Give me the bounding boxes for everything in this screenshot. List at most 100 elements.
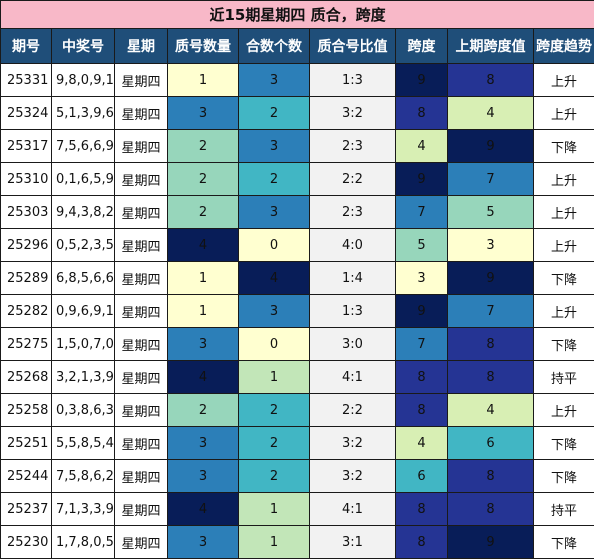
cell-prime-count: 3 <box>168 460 239 493</box>
cell-weekday: 星期四 <box>115 361 168 394</box>
cell-composite-count: 3 <box>239 295 310 328</box>
header-issue: 期号 <box>1 29 52 64</box>
cell-issue: 25230 <box>1 526 52 559</box>
cell-weekday: 星期四 <box>115 394 168 427</box>
cell-prime-count: 2 <box>168 196 239 229</box>
cell-composite-count: 2 <box>239 460 310 493</box>
cell-prev-span: 7 <box>448 163 534 196</box>
cell-span: 8 <box>396 394 448 427</box>
cell-weekday: 星期四 <box>115 229 168 262</box>
cell-numbers: 7,5,8,6,2 <box>52 460 115 493</box>
cell-trend: 下降 <box>534 328 594 361</box>
cell-ratio: 1:3 <box>310 64 396 97</box>
cell-prev-span: 8 <box>448 460 534 493</box>
cell-span: 8 <box>396 361 448 394</box>
cell-numbers: 0,3,8,6,3 <box>52 394 115 427</box>
cell-composite-count: 3 <box>239 196 310 229</box>
cell-prev-span: 8 <box>448 64 534 97</box>
header-composite-count: 合数个数 <box>239 29 310 64</box>
cell-prev-span: 4 <box>448 394 534 427</box>
cell-span: 9 <box>396 163 448 196</box>
cell-weekday: 星期四 <box>115 460 168 493</box>
cell-prev-span: 9 <box>448 130 534 163</box>
cell-trend: 上升 <box>534 196 594 229</box>
cell-ratio: 3:2 <box>310 460 396 493</box>
cell-span: 3 <box>396 262 448 295</box>
cell-weekday: 星期四 <box>115 262 168 295</box>
cell-numbers: 7,5,6,6,9 <box>52 130 115 163</box>
cell-issue: 25324 <box>1 97 52 130</box>
cell-numbers: 5,1,3,9,6 <box>52 97 115 130</box>
cell-numbers: 9,8,0,9,1 <box>52 64 115 97</box>
cell-composite-count: 2 <box>239 97 310 130</box>
cell-ratio: 2:3 <box>310 130 396 163</box>
cell-prev-span: 7 <box>448 295 534 328</box>
title-row: 近15期星期四 质合，跨度 <box>1 1 594 29</box>
header-prev-span: 上期跨度值 <box>448 29 534 64</box>
cell-prev-span: 9 <box>448 526 534 559</box>
cell-issue: 25282 <box>1 295 52 328</box>
cell-composite-count: 3 <box>239 130 310 163</box>
cell-weekday: 星期四 <box>115 328 168 361</box>
cell-ratio: 3:2 <box>310 427 396 460</box>
cell-trend: 持平 <box>534 361 594 394</box>
cell-ratio: 4:0 <box>310 229 396 262</box>
cell-prime-count: 3 <box>168 427 239 460</box>
cell-composite-count: 4 <box>239 262 310 295</box>
cell-span: 8 <box>396 526 448 559</box>
cell-numbers: 1,5,0,7,0 <box>52 328 115 361</box>
cell-issue: 25268 <box>1 361 52 394</box>
header-trend: 跨度趋势 <box>534 29 594 64</box>
cell-trend: 持平 <box>534 493 594 526</box>
cell-span: 7 <box>396 328 448 361</box>
cell-composite-count: 1 <box>239 361 310 394</box>
header-weekday: 星期 <box>115 29 168 64</box>
cell-span: 9 <box>396 295 448 328</box>
cell-issue: 25317 <box>1 130 52 163</box>
header-row: 期号 中奖号 星期 质号数量 合数个数 质合号比值 跨度 上期跨度值 跨度趋势 <box>1 29 594 64</box>
cell-issue: 25251 <box>1 427 52 460</box>
cell-numbers: 0,9,6,9,1 <box>52 295 115 328</box>
cell-prime-count: 1 <box>168 262 239 295</box>
cell-issue: 25237 <box>1 493 52 526</box>
cell-ratio: 1:3 <box>310 295 396 328</box>
cell-span: 8 <box>396 493 448 526</box>
cell-numbers: 7,1,3,3,9 <box>52 493 115 526</box>
cell-weekday: 星期四 <box>115 196 168 229</box>
cell-trend: 下降 <box>534 262 594 295</box>
cell-composite-count: 2 <box>239 427 310 460</box>
table-title: 近15期星期四 质合，跨度 <box>1 1 594 29</box>
cell-numbers: 3,2,1,3,9 <box>52 361 115 394</box>
cell-prime-count: 2 <box>168 163 239 196</box>
cell-trend: 上升 <box>534 64 594 97</box>
cell-span: 8 <box>396 97 448 130</box>
cell-composite-count: 0 <box>239 229 310 262</box>
cell-weekday: 星期四 <box>115 130 168 163</box>
cell-composite-count: 0 <box>239 328 310 361</box>
cell-span: 4 <box>396 130 448 163</box>
cell-prime-count: 3 <box>168 97 239 130</box>
cell-numbers: 0,1,6,5,9 <box>52 163 115 196</box>
cell-ratio: 1:4 <box>310 262 396 295</box>
cell-composite-count: 1 <box>239 493 310 526</box>
cell-weekday: 星期四 <box>115 295 168 328</box>
cell-weekday: 星期四 <box>115 493 168 526</box>
cell-numbers: 0,5,2,3,5 <box>52 229 115 262</box>
cell-prev-span: 9 <box>448 262 534 295</box>
cell-composite-count: 2 <box>239 394 310 427</box>
cell-span: 5 <box>396 229 448 262</box>
cell-prev-span: 8 <box>448 493 534 526</box>
cell-prev-span: 6 <box>448 427 534 460</box>
cell-prime-count: 4 <box>168 229 239 262</box>
